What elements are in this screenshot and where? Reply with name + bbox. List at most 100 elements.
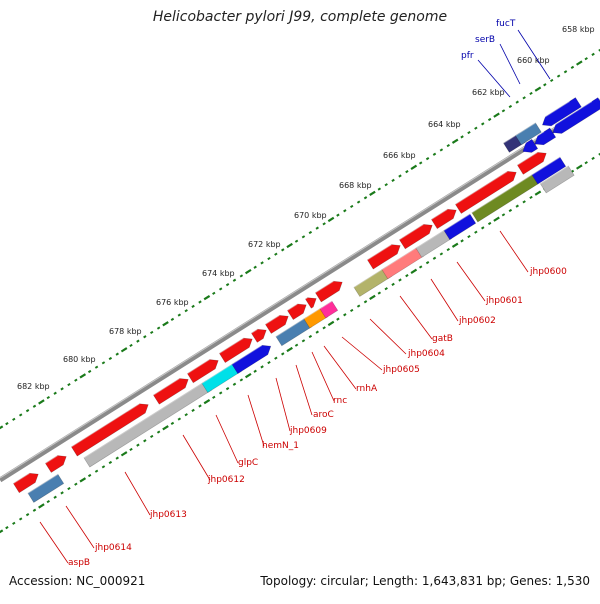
tick-mark [191,304,195,308]
tick-label-682: 682 kbp [17,382,50,391]
tick-mark [350,308,354,313]
tick-mark [398,278,402,282]
tick-mark [281,352,285,356]
tick-mark [418,265,423,269]
tick-mark [225,387,230,391]
gene-track [12,97,600,503]
tick-mark [129,447,133,452]
tick-mark [0,425,4,430]
tick-mark [286,242,293,249]
tick-mark [74,482,78,486]
tick-mark [232,382,237,386]
tick-mark [244,372,252,379]
tick-mark [301,235,306,239]
tick-mark [101,361,106,365]
gene-label-pfr: pfr [461,51,474,61]
tick-mark [253,369,257,373]
tick-mark [439,252,444,256]
tick-mark [315,226,319,230]
tick-mark [260,365,264,369]
tick-mark [87,369,92,374]
gene-block [264,315,289,334]
gene-block-bevel [381,246,419,271]
gene-block [319,300,339,319]
tick-mark [232,278,237,282]
tick-label-660: 660 kbp [517,56,550,65]
tick-mark [136,339,140,343]
gene-block-bevel [275,317,307,337]
tick-mark [53,391,57,395]
tick-mark [162,425,169,431]
tick-mark [515,204,519,208]
gene-block [231,344,272,374]
gene-block [443,213,477,241]
tick-label-678: 678 kbp [109,327,142,336]
gene-label-jhp0612: jhp0612 [207,475,245,485]
tick-mark [598,152,600,156]
callout-line [499,43,521,85]
tick-mark [522,96,526,100]
scale-labels: 658 kbp 660 kbp 662 kbp 664 kbp 666 kbp … [17,25,595,391]
tick-mark [129,343,133,348]
tick-mark [377,187,382,191]
gene-block-bevel [231,344,263,365]
gene-block-bevel [83,380,207,459]
callout-line [182,434,211,481]
callout-line [369,318,407,355]
tick-mark [198,300,202,304]
tick-mark [267,360,271,365]
tick-mark [446,247,450,252]
gene-block-bevel [353,266,387,288]
tick-mark [487,117,492,122]
tick-mark [67,486,71,491]
gene-label-jhp0614: jhp0614 [94,543,132,553]
gene-block-bevel [13,472,30,484]
tick-mark [336,317,340,321]
tick-mark [534,86,542,92]
tick-mark [101,465,106,469]
tick-mark [198,404,202,408]
callout-line [477,59,511,98]
tick-mark [591,52,595,56]
tick-mark [481,226,485,230]
gene-block-bevel [153,377,180,396]
tick-mark [576,164,583,170]
tick-mark [38,503,45,509]
tick-mark [384,287,388,291]
tick-mark [162,321,169,327]
tick-label-668: 668 kbp [339,181,372,190]
tick-mark [515,100,519,104]
tick-label-664: 664 kbp [428,120,461,129]
tick-mark [212,395,216,399]
callout-line [65,505,95,549]
tick-mark [315,330,319,334]
gene-block [12,472,39,494]
tick-mark [410,268,418,274]
gene-block-bevel [219,337,244,354]
tick-mark [391,178,395,182]
gene-block-bevel [201,361,237,384]
tick-mark [405,274,409,278]
tick-mark [203,399,211,405]
tick-mark [550,78,554,83]
gene-block [70,403,149,457]
tick-mark [170,421,175,425]
tick-mark [184,413,188,417]
gene-block [152,378,189,405]
tick-mark [38,399,45,405]
callout-line [275,377,291,432]
accession-text: Accession: NC_000921 [9,574,146,588]
gene-block-bevel [531,131,545,140]
gene-label-glpC: glpC [238,458,258,468]
tick-mark [108,460,113,465]
gene-block [541,97,582,127]
tick-mark [418,161,423,165]
gene-block-bevel [251,328,258,334]
tick-mark [143,439,147,443]
tick-mark [570,65,575,69]
tick-mark [425,261,430,265]
tick-mark [598,48,600,52]
tick-label-680: 680 kbp [63,355,96,364]
tick-mark [410,164,418,170]
